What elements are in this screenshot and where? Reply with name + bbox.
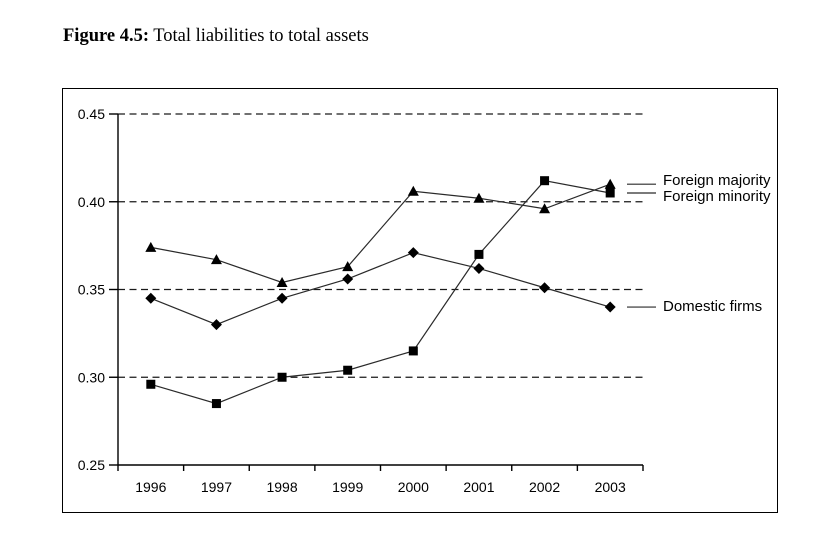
svg-text:1999: 1999 (332, 479, 363, 495)
svg-text:1996: 1996 (135, 479, 166, 495)
svg-text:0.40: 0.40 (78, 194, 105, 210)
series-label-domestic-firms: Domestic firms (663, 298, 763, 316)
series-label-foreign-majority: Foreign majority (663, 172, 771, 190)
figure-title-prefix: Figure 4.5: (63, 26, 149, 46)
svg-text:2002: 2002 (529, 479, 560, 495)
svg-text:0.35: 0.35 (78, 282, 105, 298)
svg-text:1997: 1997 (201, 479, 232, 495)
svg-text:0.30: 0.30 (78, 369, 105, 385)
figure-title-text: Total liabilities to total assets (153, 26, 369, 46)
svg-text:0.45: 0.45 (78, 106, 105, 122)
svg-text:2001: 2001 (463, 479, 494, 495)
figure-title: Figure 4.5: Total liabilities to total a… (63, 26, 369, 47)
svg-text:2000: 2000 (398, 479, 429, 495)
chart-frame (62, 88, 778, 513)
svg-text:1998: 1998 (266, 479, 297, 495)
svg-text:0.25: 0.25 (78, 457, 105, 473)
series-label-foreign-minority: Foreign minority (663, 187, 771, 205)
svg-text:2003: 2003 (595, 479, 626, 495)
